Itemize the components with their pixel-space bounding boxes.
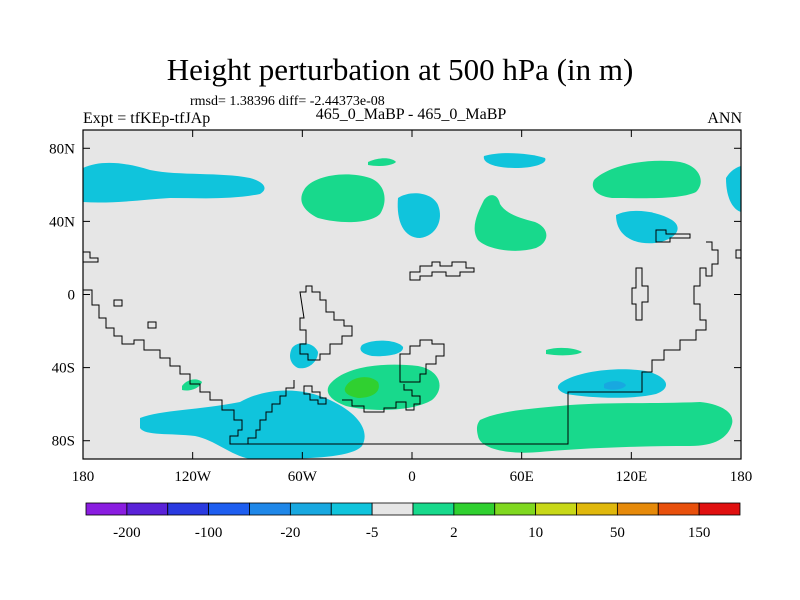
colorbar-swatch [412,502,455,516]
colorbar: -200 -100 -20 -5 2 10 50 150 [85,502,741,541]
y-tick-label: 40S [52,361,75,377]
y-tick-label: 0 [68,288,76,304]
coastlines [83,229,741,445]
y-tick-label: 80N [49,141,75,157]
colorbar-swatch [330,502,373,516]
colorbar-label: 2 [450,525,458,541]
colorbar-swatch [85,502,128,516]
coastline-east-pacific [83,289,295,445]
x-tick-label: 120E [615,469,647,485]
positive-anomaly-region [368,158,396,166]
coastline-central-landmass [399,339,445,383]
negative-anomaly-region [83,162,265,203]
contour-fills [83,153,741,459]
colorbar-label: -200 [113,525,141,541]
coastline-small-island [303,385,327,405]
colorbar-swatch [698,502,741,516]
negative-anomaly-region [140,390,365,459]
colorbar-label: -5 [366,525,379,541]
coastline-small-box [655,229,691,243]
coastline-southern-landmass [342,384,421,413]
coastline-east-margin [238,241,719,445]
positive-anomaly-region [301,174,385,223]
x-tick-label: 180 [72,469,95,485]
colorbar-label: -100 [195,525,223,541]
x-tick-label: 0 [408,469,416,485]
positive-anomaly-region [476,402,733,453]
y-tick-label: 40N [49,214,75,230]
colorbar-swatch [371,502,414,516]
colorbar-label: 10 [528,525,543,541]
negative-anomaly-region [397,193,440,238]
coastline-islet-tiny [113,299,123,307]
colorbar-swatch [535,502,577,516]
stats-label: rmsd= 1.38396 diff= -2.44373e-08 [190,94,385,109]
axis-ticks [82,130,742,459]
positive-anomaly-core [344,377,379,398]
colorbar-swatch [616,502,659,516]
colorbar-swatch [249,502,291,516]
y-tick-label: 80S [52,434,75,450]
x-tick-label: 120W [174,469,212,485]
positive-anomaly-region [592,160,701,199]
experiment-label: Expt = tfKEp-tfJAp [83,110,211,127]
positive-anomaly-region [546,347,582,356]
negative-anomaly-region [726,166,741,212]
colorbar-label: -20 [280,525,300,541]
negative-anomaly-core [604,381,626,390]
colorbar-swatch [494,502,537,516]
negative-anomaly-region [616,210,678,244]
coastline-atlantic-landmass [299,285,353,361]
colorbar-label: 150 [688,525,711,541]
coastline-northern-landmass [409,261,475,281]
season-label: ANN [707,110,742,127]
x-tick-label: 60E [510,469,534,485]
positive-anomaly-region [474,195,547,251]
colorbar-label: 50 [610,525,625,541]
negative-anomaly-region [360,340,404,357]
colorbar-swatch [576,502,618,516]
x-tick-label: 60W [288,469,318,485]
colorbar-swatch [453,502,496,516]
negative-anomaly-region [483,153,546,168]
positive-anomaly-region [182,379,202,391]
colorbar-swatch [167,502,210,516]
axis-tick-labels: 180 120W 60W 0 60E 120E 180 80N 40N 0 40S 80S [49,141,752,485]
coastline-islet-east [735,249,741,259]
colorbar-swatch [657,502,700,516]
colorbar-swatch [289,502,332,516]
colorbar-swatch [208,502,250,516]
plot-title: Height perturbation at 500 hPa (in m) [166,52,634,87]
case-label: 465_0_MaBP - 465_0_MaBP [315,106,507,123]
coastline-eastern-landmass [631,267,649,321]
positive-anomaly-region [327,364,440,410]
negative-anomaly-region [290,343,318,369]
coastline-islet-west [83,251,99,263]
x-tick-label: 180 [730,469,753,485]
coastline-islet-tiny [147,321,157,329]
colorbar-swatch [126,502,169,516]
